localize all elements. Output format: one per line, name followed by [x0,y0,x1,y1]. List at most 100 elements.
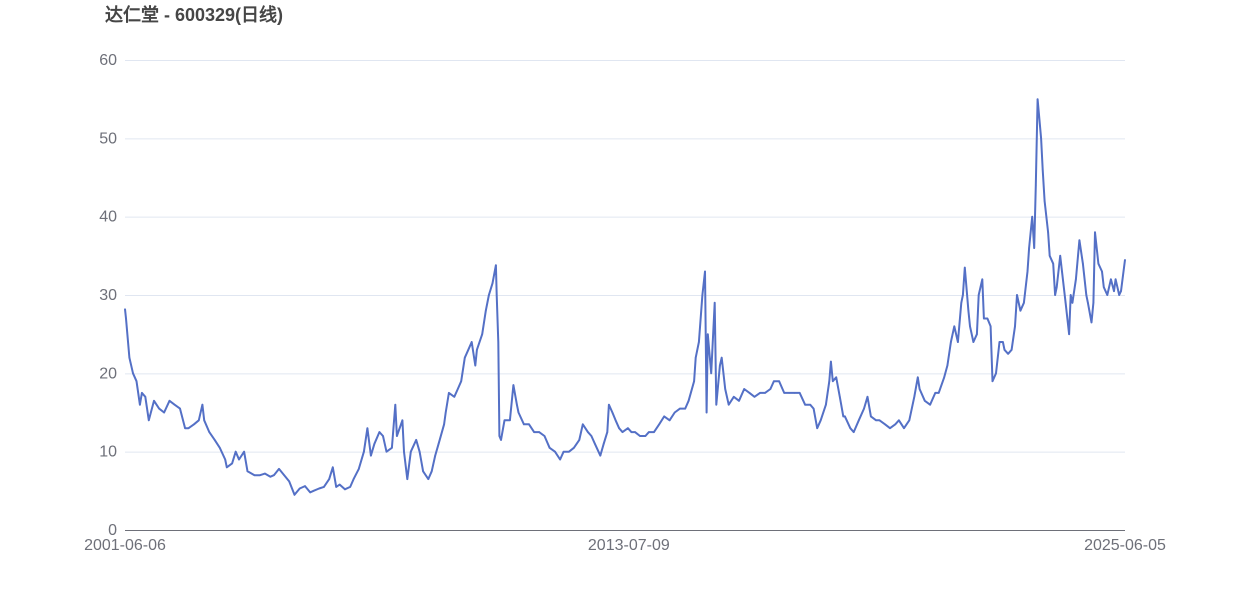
data-point [769,388,772,390]
data-point [559,458,561,461]
data-point [991,380,994,383]
data-point [972,341,975,343]
data-point [1078,239,1081,241]
data-point [934,392,937,394]
data-point [193,423,195,426]
data-point [213,439,216,441]
data-point [969,325,971,328]
data-point [866,396,869,398]
data-point [658,423,660,426]
data-point [830,360,832,363]
data-point [349,486,352,488]
data-point [264,472,266,475]
data-point [283,474,286,477]
data-point [269,475,272,478]
data-point [1090,321,1093,324]
data-point [528,423,530,426]
data-point [187,427,190,430]
data-point [748,392,751,394]
data-point [1101,270,1103,273]
data-point [430,470,433,473]
data-point [819,419,822,422]
data-point [1007,353,1009,355]
data-point [231,462,233,465]
data-point [184,427,186,430]
data-point [141,392,143,394]
data-point [743,388,745,390]
data-point [964,266,966,269]
data-point [1016,294,1018,296]
data-point [621,431,624,433]
data-point [839,396,841,398]
data-point [828,380,831,383]
data-point [1052,262,1054,265]
data-point [606,431,609,433]
data-point [173,403,176,406]
data-point [1110,278,1112,281]
data-point [464,356,466,359]
x-axis-tick-labels: 2001-06-06 2013-07-09 2025-06-05 [84,537,1166,554]
data-point [673,411,676,414]
data-point [179,407,181,410]
data-point [582,423,584,426]
y-axis-tick-labels: 0 10 20 30 40 50 60 [99,52,117,539]
data-point [1055,286,1058,289]
data-point [396,435,398,437]
data-point [158,407,160,410]
data-point [1087,302,1089,304]
data-point [957,341,959,343]
data-point [1059,255,1061,257]
data-point [259,474,261,477]
data-point [298,487,301,490]
data-point [1019,309,1022,312]
data-point [918,388,921,390]
data-point [474,364,477,367]
data-point [403,450,405,453]
data-point [132,372,134,375]
data-point [1106,294,1109,296]
data-point [1031,215,1033,218]
data-point [253,474,256,477]
data-point [724,388,726,390]
data-point [1097,262,1100,265]
data-point [573,447,575,449]
data-point [1103,286,1105,289]
data-point [128,356,131,359]
data-point [1082,262,1084,265]
data-point [587,431,589,433]
data-point [224,458,226,461]
data-point [378,431,381,433]
data-point [358,468,360,470]
data-point [644,435,647,437]
data-points [124,98,1126,496]
data-point [693,380,695,383]
data-point [246,470,249,473]
data-point [125,317,127,320]
data-point [444,411,447,414]
data-point [410,450,412,453]
data-point [614,419,617,422]
data-point [908,419,911,422]
data-point [278,468,280,470]
data-point [338,483,341,486]
data-point [884,423,886,426]
data-point [1085,294,1088,296]
data-point [533,431,535,433]
data-point [812,407,815,410]
data-point [153,400,155,402]
data-point [226,466,228,469]
data-point [394,403,397,406]
data-point [578,439,581,441]
data-point [878,419,881,422]
data-point [366,427,369,430]
data-point [1068,333,1070,336]
data-point [391,447,393,449]
data-point [707,333,709,336]
data-point [618,427,620,430]
data-point [1113,290,1115,292]
data-point [168,400,171,402]
x-tick-label: 2001-06-06 [84,537,166,554]
data-point [727,403,730,406]
data-point [1028,247,1030,249]
data-point [976,333,978,336]
